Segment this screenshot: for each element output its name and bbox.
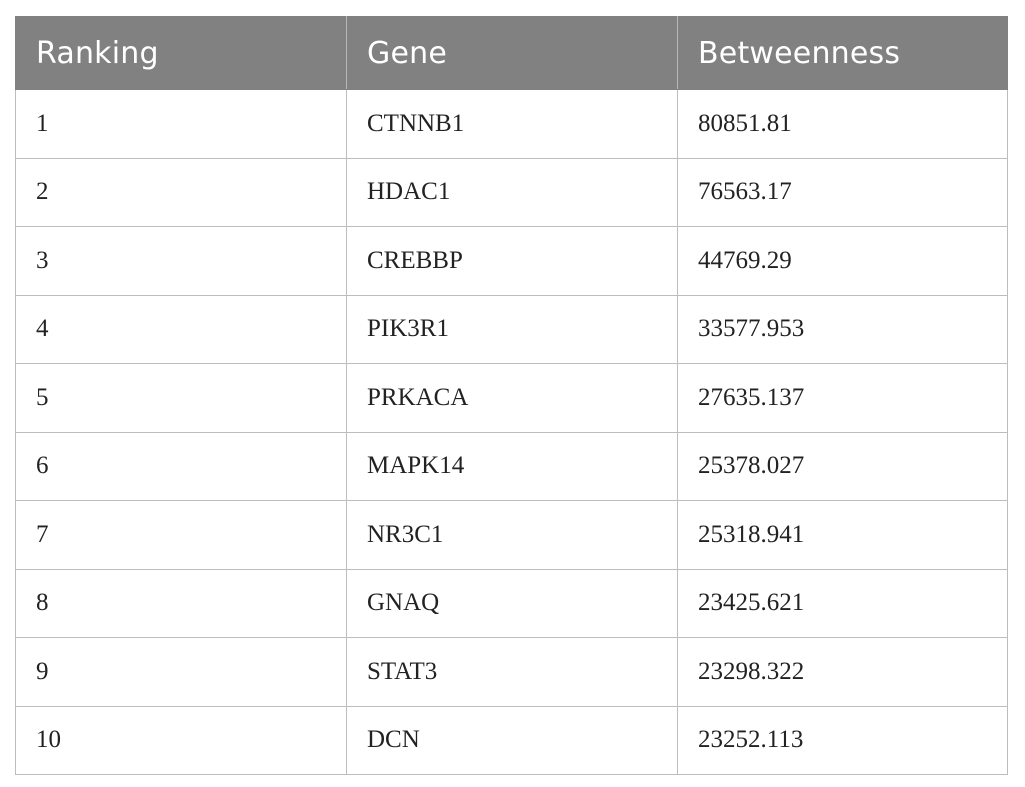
cell-ranking: 1 — [15, 89, 347, 159]
cell-ranking: 9 — [15, 637, 347, 707]
cell-ranking: 2 — [15, 157, 347, 227]
table-row: 9 STAT3 23298.322 — [15, 637, 1008, 707]
cell-betweenness: 80851.81 — [677, 89, 1008, 159]
cell-betweenness: 25318.941 — [677, 500, 1008, 570]
header-gene: Gene — [346, 16, 678, 90]
cell-betweenness: 23425.621 — [677, 568, 1008, 638]
table-row: 4 PIK3R1 33577.953 — [15, 294, 1008, 364]
table-row: 7 NR3C1 25318.941 — [15, 500, 1008, 570]
cell-betweenness: 23252.113 — [677, 705, 1008, 775]
cell-ranking: 6 — [15, 431, 347, 501]
cell-ranking: 8 — [15, 568, 347, 638]
cell-betweenness: 25378.027 — [677, 431, 1008, 501]
cell-betweenness: 33577.953 — [677, 294, 1008, 364]
cell-betweenness: 23298.322 — [677, 637, 1008, 707]
cell-ranking: 4 — [15, 294, 347, 364]
cell-gene: PRKACA — [346, 363, 678, 433]
cell-gene: CTNNB1 — [346, 89, 678, 159]
header-row: Ranking Gene Betweenness — [15, 16, 1008, 90]
table-row: 1 CTNNB1 80851.81 — [15, 89, 1008, 159]
cell-betweenness: 76563.17 — [677, 157, 1008, 227]
header-ranking: Ranking — [15, 16, 347, 90]
cell-ranking: 5 — [15, 363, 347, 433]
header-betweenness: Betweenness — [677, 16, 1008, 90]
table-row: 5 PRKACA 27635.137 — [15, 363, 1008, 433]
table-row: 2 HDAC1 76563.17 — [15, 157, 1008, 227]
cell-gene: DCN — [346, 705, 678, 775]
table-row: 8 GNAQ 23425.621 — [15, 568, 1008, 638]
cell-gene: MAPK14 — [346, 431, 678, 501]
cell-gene: HDAC1 — [346, 157, 678, 227]
table-row: 3 CREBBP 44769.29 — [15, 226, 1008, 296]
cell-gene: NR3C1 — [346, 500, 678, 570]
cell-betweenness: 44769.29 — [677, 226, 1008, 296]
cell-gene: CREBBP — [346, 226, 678, 296]
table-header: Ranking Gene Betweenness — [15, 16, 1008, 90]
cell-gene: STAT3 — [346, 637, 678, 707]
data-table-container: Ranking Gene Betweenness 1 CTNNB1 80851.… — [15, 16, 1008, 775]
cell-ranking: 3 — [15, 226, 347, 296]
cell-gene: GNAQ — [346, 568, 678, 638]
table-body: 1 CTNNB1 80851.81 2 HDAC1 76563.17 3 CRE… — [15, 89, 1008, 775]
table-row: 6 MAPK14 25378.027 — [15, 431, 1008, 501]
cell-gene: PIK3R1 — [346, 294, 678, 364]
cell-betweenness: 27635.137 — [677, 363, 1008, 433]
cell-ranking: 7 — [15, 500, 347, 570]
table-row: 10 DCN 23252.113 — [15, 705, 1008, 775]
cell-ranking: 10 — [15, 705, 347, 775]
gene-betweenness-table: Ranking Gene Betweenness 1 CTNNB1 80851.… — [15, 16, 1008, 775]
